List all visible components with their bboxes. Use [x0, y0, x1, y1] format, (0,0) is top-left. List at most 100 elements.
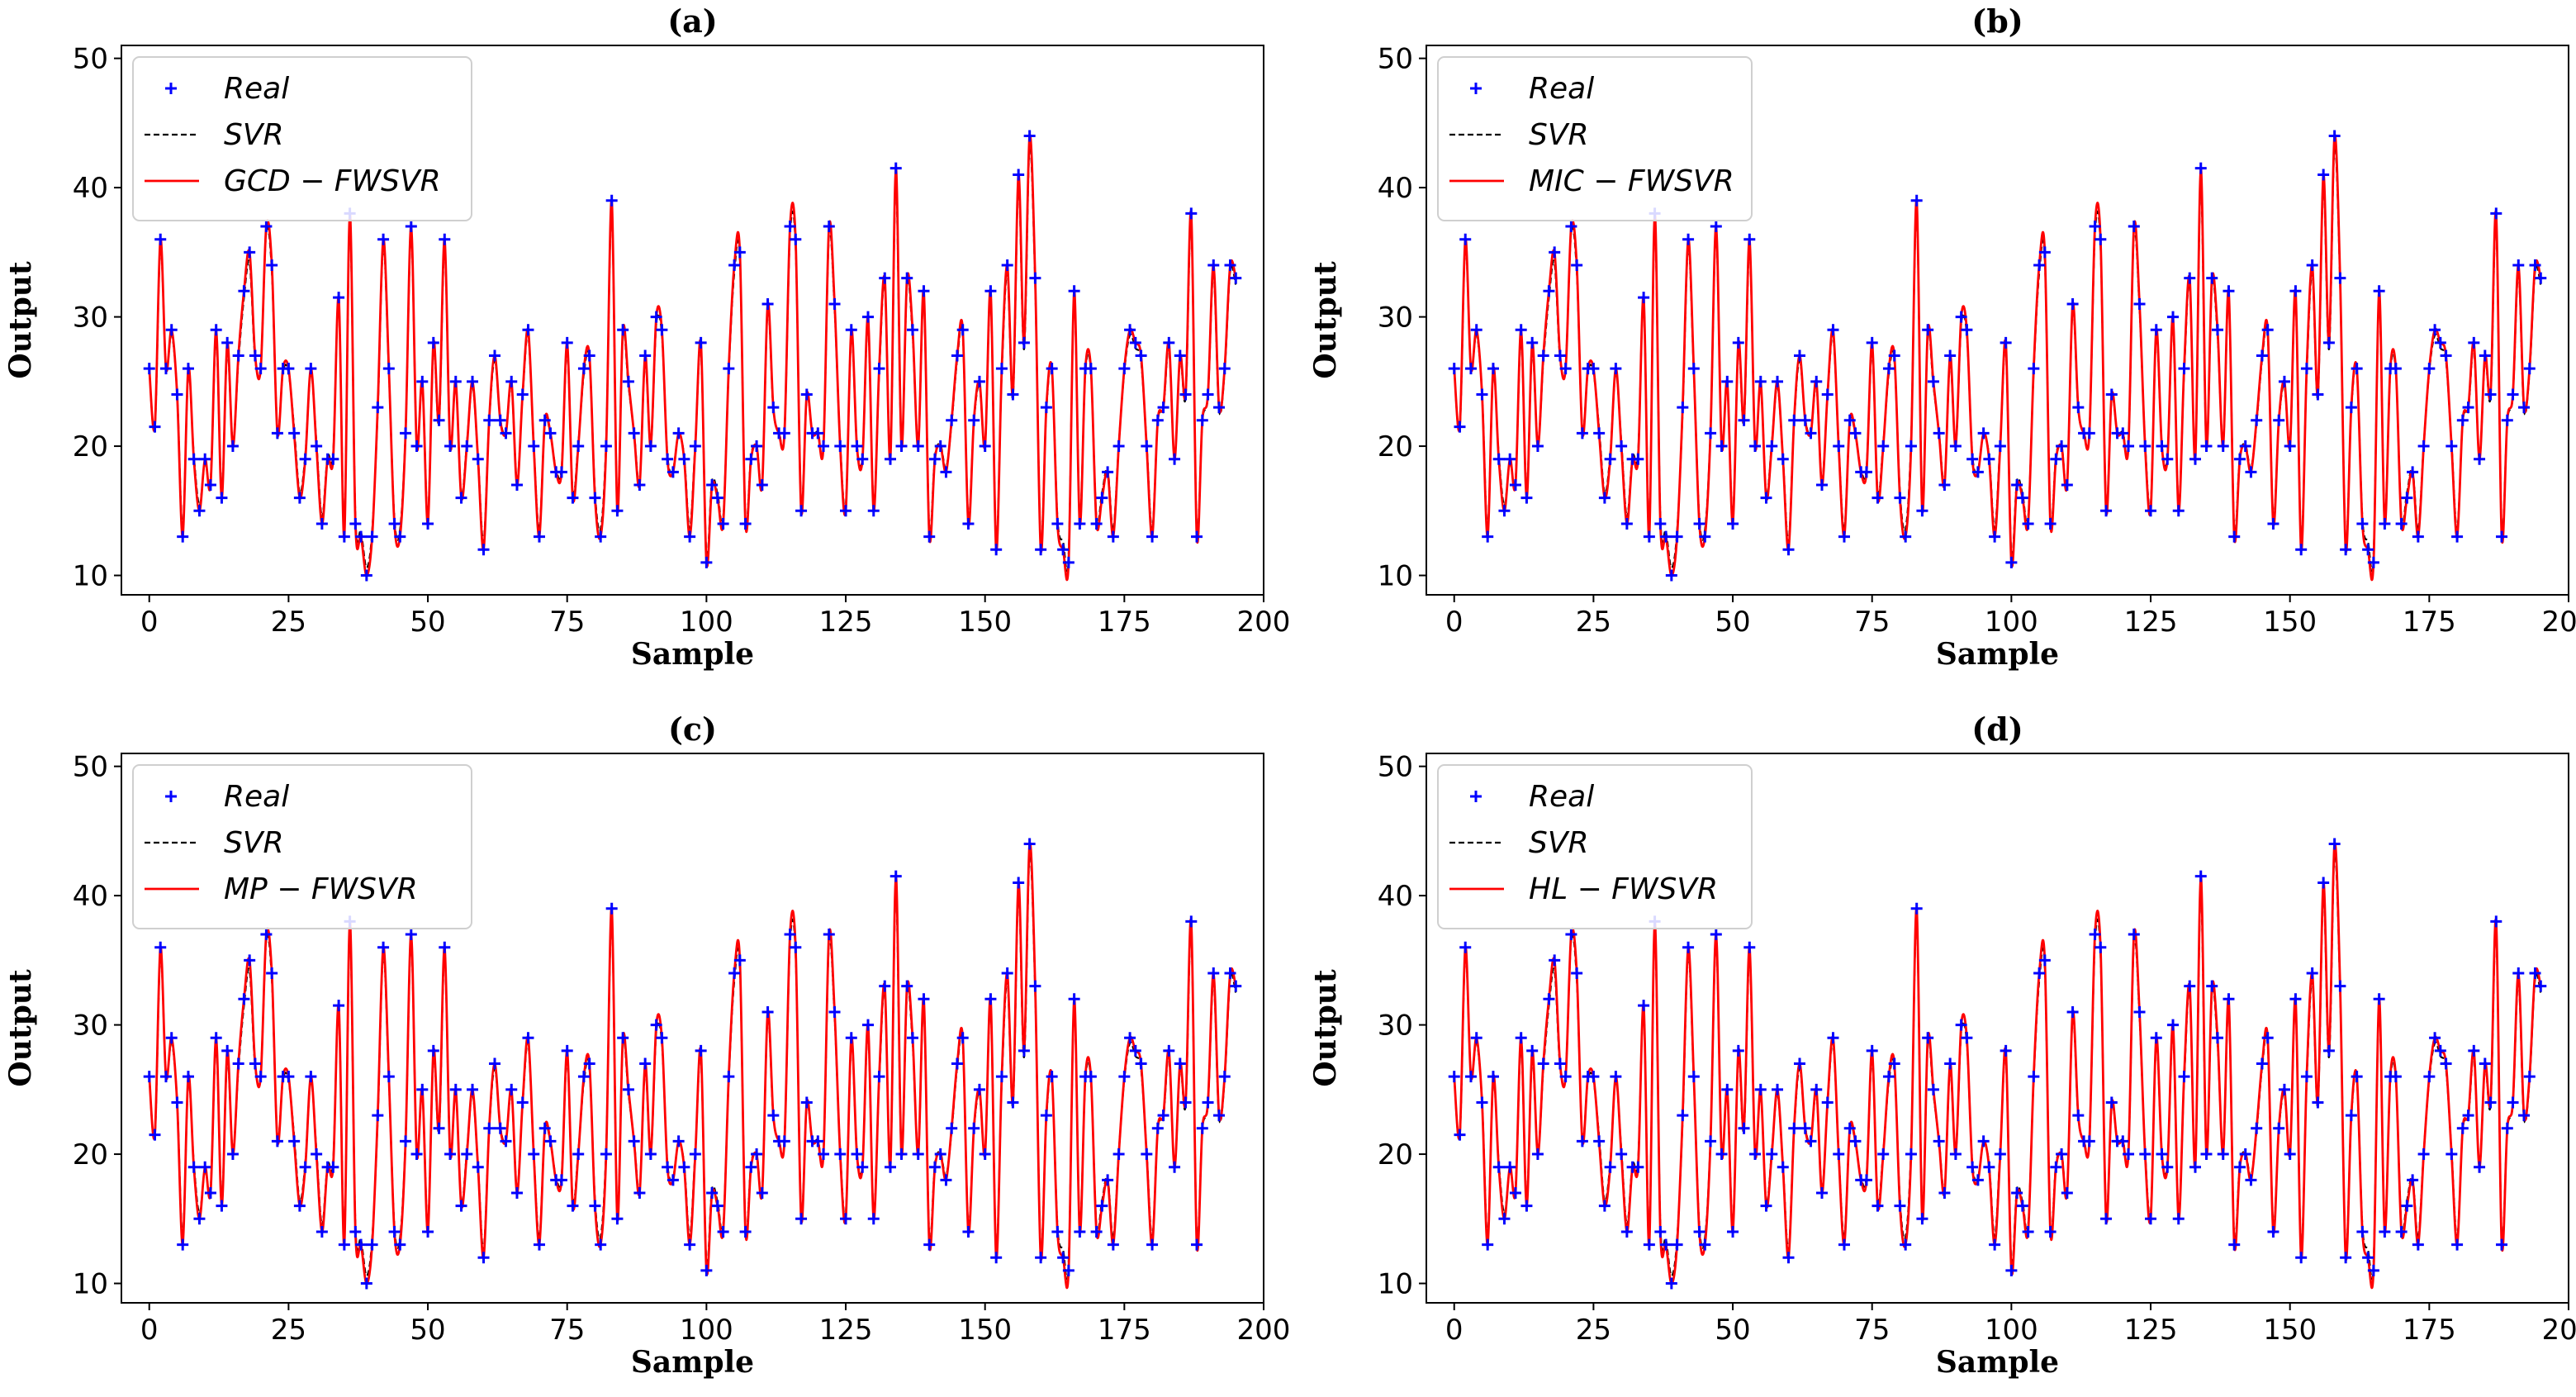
real-point — [221, 336, 234, 349]
real-point — [2022, 517, 2034, 530]
real-point — [1961, 1032, 1973, 1044]
real-point — [1910, 194, 1923, 207]
real-point — [187, 453, 200, 465]
real-point — [2061, 1187, 2073, 1199]
legend-box — [132, 764, 472, 929]
real-point — [1894, 1200, 1906, 1212]
real-point — [2089, 929, 2101, 941]
real-point — [305, 363, 317, 375]
real-point — [2395, 517, 2408, 530]
real-point — [2050, 1161, 2062, 1173]
real-point — [159, 1071, 172, 1083]
legend-box — [132, 56, 472, 221]
x-tick-label: 100 — [1985, 606, 2038, 639]
real-point — [906, 1032, 918, 1044]
real-point — [790, 233, 802, 245]
real-point — [1677, 402, 1689, 414]
real-point — [1454, 421, 1466, 433]
real-point — [639, 1057, 652, 1070]
real-point — [216, 1200, 228, 1212]
real-point — [1705, 427, 1717, 440]
real-point — [628, 1135, 640, 1148]
real-point — [968, 414, 980, 426]
real-point — [2133, 1005, 2146, 1018]
legend: Real SVR MP − FWSVR — [132, 764, 472, 929]
real-point — [873, 363, 885, 375]
real-point — [1046, 1071, 1058, 1083]
real-point — [1604, 1161, 1616, 1173]
real-point — [1531, 1148, 1544, 1161]
real-point — [1966, 453, 1979, 465]
real-point — [2223, 993, 2235, 1005]
real-point — [394, 530, 406, 543]
real-point — [934, 1148, 946, 1161]
real-point — [823, 221, 835, 233]
real-point — [1118, 1071, 1131, 1083]
real-point — [918, 993, 930, 1005]
real-point — [1710, 929, 1722, 941]
real-point — [1922, 1032, 1934, 1044]
real-point — [1476, 388, 1488, 401]
real-point — [538, 1122, 551, 1134]
real-point — [990, 544, 1003, 556]
real-point — [159, 363, 172, 375]
real-point — [2005, 556, 2018, 568]
real-point — [962, 517, 975, 530]
real-point — [433, 414, 445, 426]
real-point — [818, 440, 830, 453]
real-point — [2446, 440, 2458, 453]
real-point — [2056, 1148, 2068, 1161]
x-axis-label: Sample — [1936, 1345, 2059, 1380]
real-point — [895, 440, 908, 453]
real-point — [778, 427, 790, 440]
x-tick-label: 75 — [549, 606, 585, 639]
real-point — [2005, 1264, 2018, 1276]
y-tick-label: 10 — [1378, 560, 1413, 593]
real-point — [923, 530, 936, 543]
y-tick-label: 40 — [1378, 880, 1413, 913]
real-point — [360, 1277, 372, 1290]
real-point — [906, 324, 918, 336]
real-point — [1191, 530, 1203, 543]
real-point — [1062, 556, 1075, 568]
chart-title: (c) — [668, 710, 717, 748]
real-point — [216, 492, 228, 504]
real-point — [1057, 544, 1070, 556]
real-point — [1224, 967, 1236, 979]
real-point — [2245, 1174, 2257, 1186]
chart-title: (b) — [1971, 2, 2023, 40]
real-point — [1543, 285, 1555, 297]
x-axis-label: Sample — [631, 637, 754, 672]
real-point — [467, 375, 479, 387]
real-point — [282, 363, 295, 375]
real-point — [667, 466, 679, 478]
real-point — [2474, 1161, 2486, 1173]
real-point — [1571, 259, 1583, 271]
real-point — [2523, 363, 2536, 375]
real-point — [1141, 440, 1153, 453]
real-point — [946, 1122, 958, 1134]
real-point — [795, 505, 808, 517]
x-tick-label: 0 — [1445, 606, 1464, 639]
real-point — [2056, 440, 2068, 453]
real-point — [1693, 517, 1705, 530]
real-point — [2105, 1096, 2118, 1109]
real-point — [187, 1161, 200, 1173]
real-point — [979, 440, 991, 453]
real-point — [1492, 453, 1505, 465]
real-point — [1749, 1148, 1762, 1161]
real-point — [2356, 1225, 2369, 1238]
legend: Real SVR HL − FWSVR — [1437, 764, 1753, 929]
real-point — [455, 492, 467, 504]
legend-entry: SVR — [1529, 118, 1589, 152]
real-point — [2484, 1096, 2497, 1109]
real-point — [544, 1135, 557, 1148]
real-point — [1732, 1044, 1744, 1057]
real-point — [851, 1148, 863, 1161]
real-point — [1882, 363, 1895, 375]
x-axis-label: Sample — [1936, 637, 2059, 672]
real-point — [912, 440, 924, 453]
real-point — [1202, 1096, 1214, 1109]
real-point — [2072, 1110, 2085, 1122]
real-point — [1509, 479, 1521, 491]
